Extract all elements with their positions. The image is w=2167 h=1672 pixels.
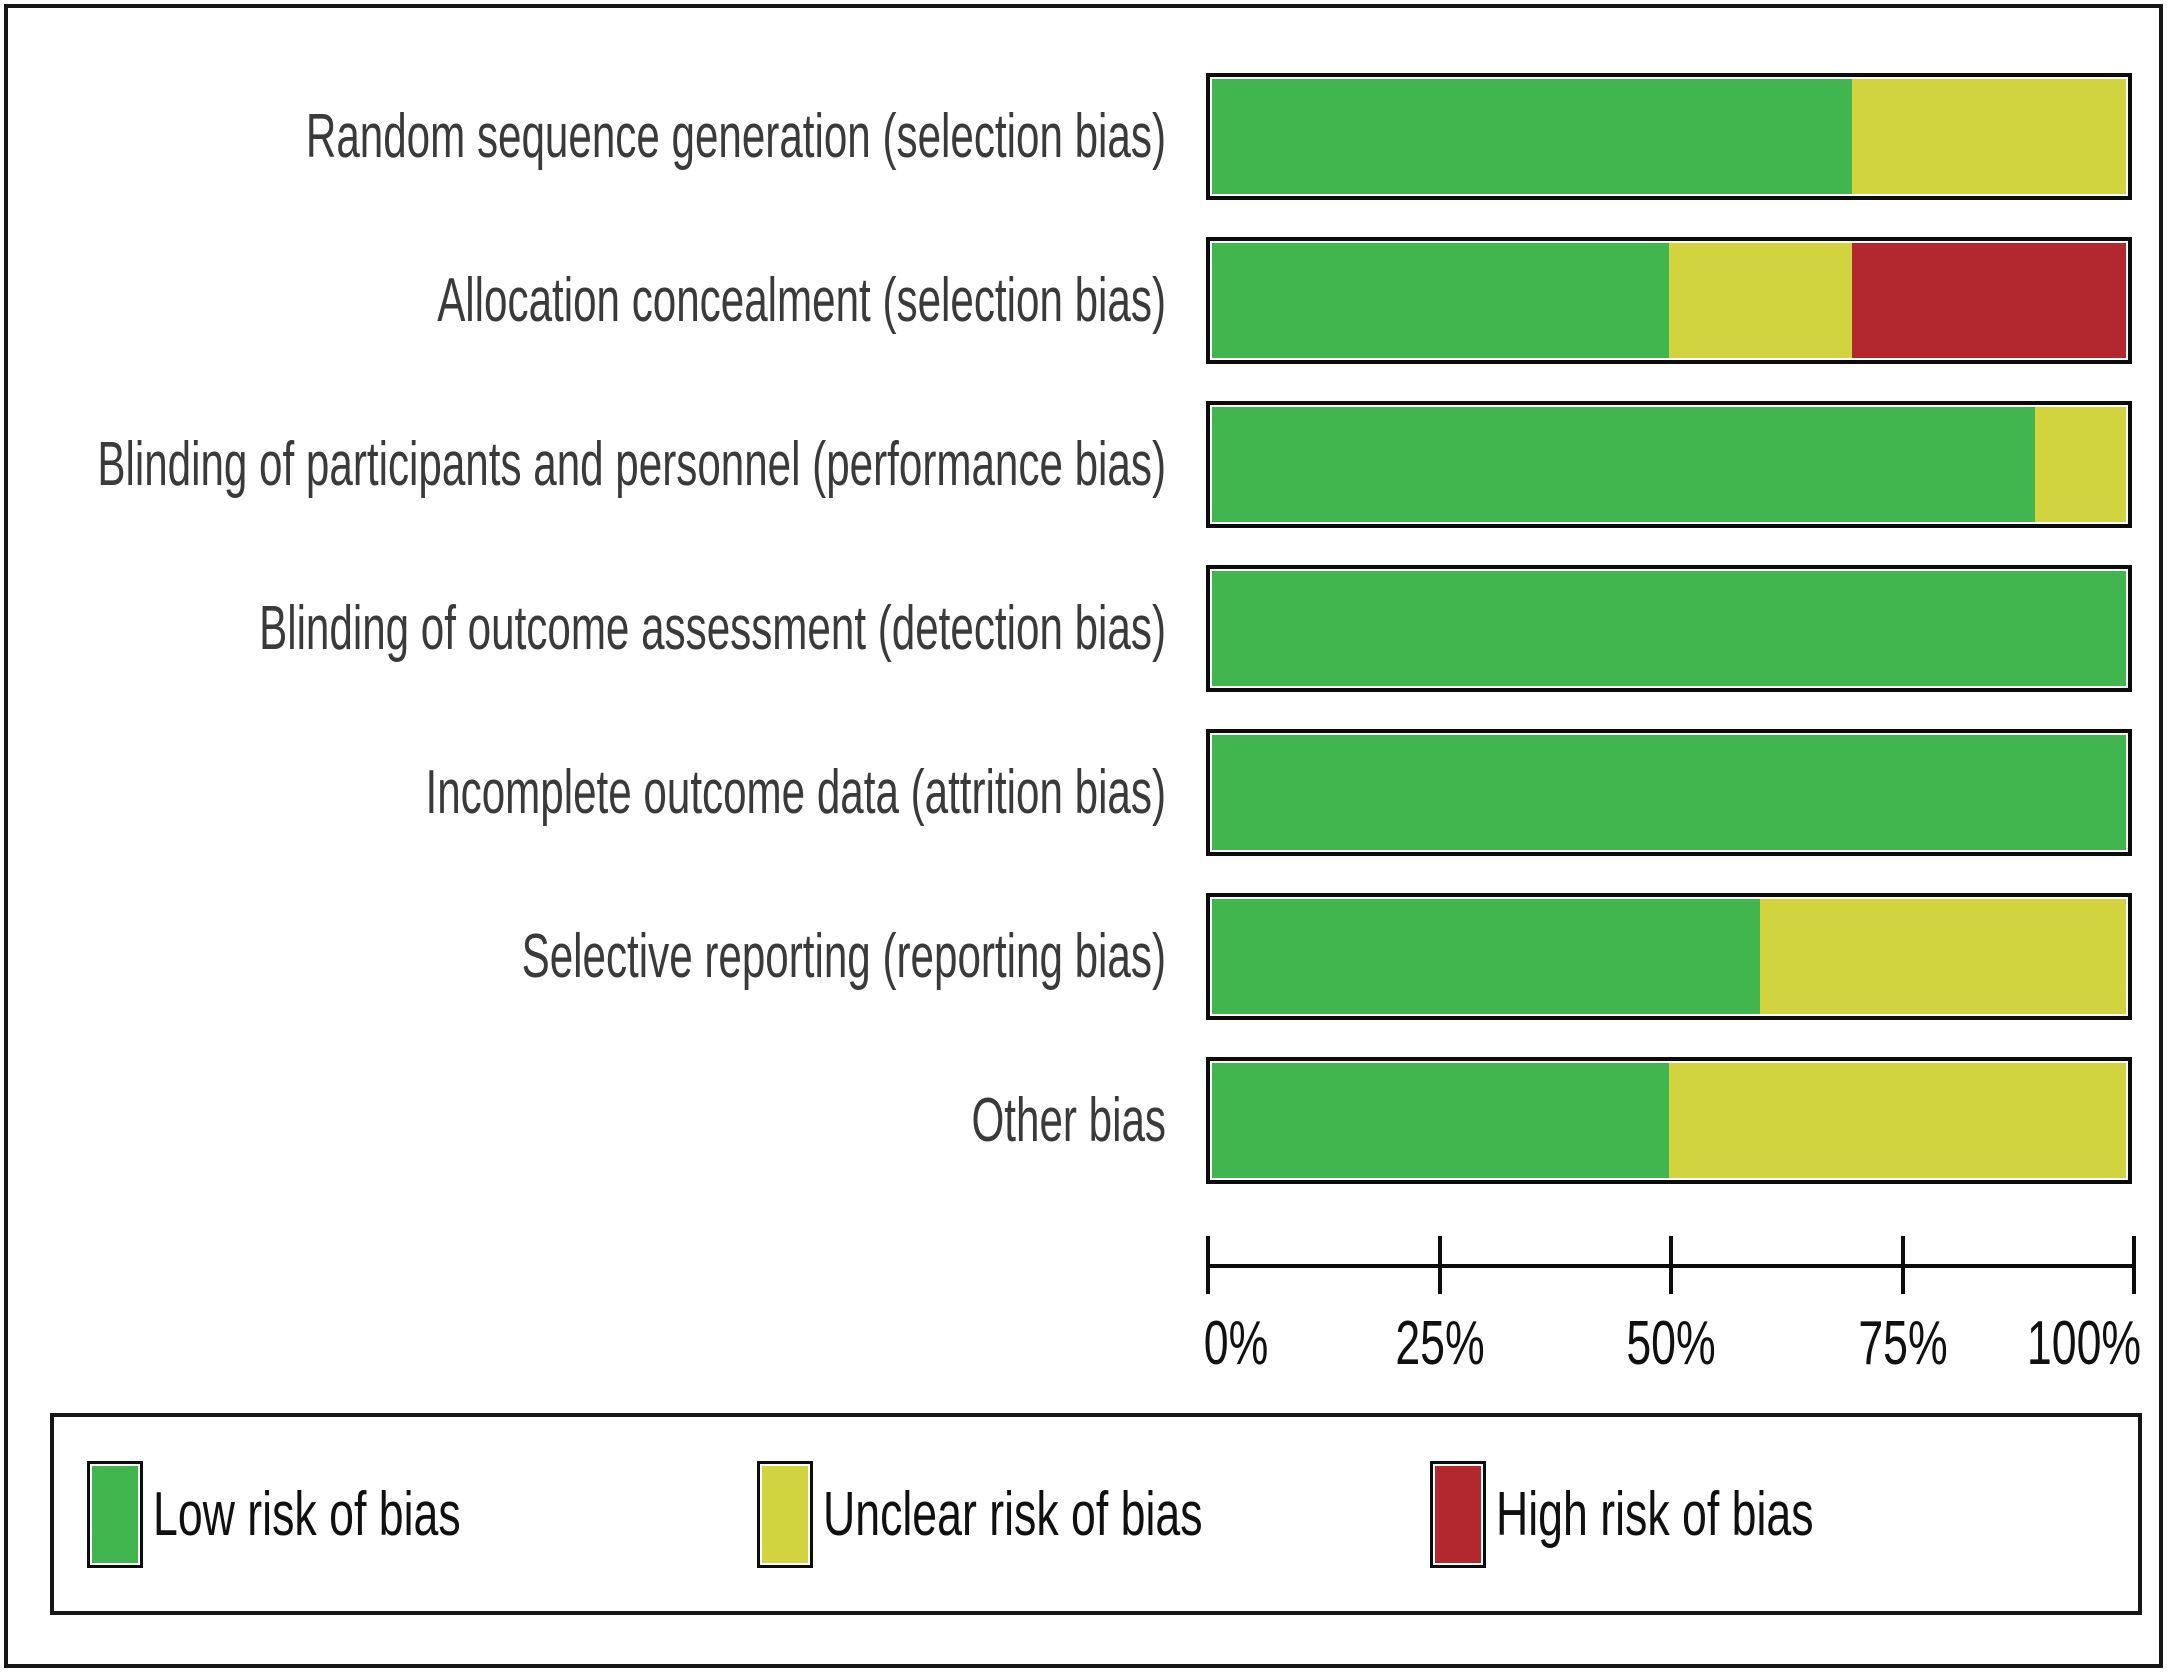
stacked-bar [1206,401,2132,528]
legend-item-high-risk: High risk of bias [1430,1417,1937,1611]
axis-tick-label: 50% [1626,1309,1716,1378]
legend-swatch-fill [762,1465,808,1563]
category-label: Selective reporting (reporting bias) [521,922,1166,991]
chart-row: Incomplete outcome data (attrition bias) [8,729,2159,856]
bar-segment-low [1212,79,1852,194]
stacked-bar [1206,1057,2132,1184]
category-label: Allocation concealment (selection bias) [437,266,1167,335]
legend-label: Low risk of bias [153,1479,461,1549]
legend-box: Low risk of bias Unclear risk of bias High… [50,1413,2142,1615]
stacked-bar [1206,729,2132,856]
legend-label: Unclear risk of bias [823,1479,1203,1549]
stacked-bar [1206,237,2132,364]
bar-segment-low [1212,1063,1669,1178]
legend-swatch-fill [1435,1465,1481,1563]
chart-row: Selective reporting (reporting bias) [8,893,2159,1020]
category-label: Blinding of outcome assessment (detectio… [259,594,1166,663]
axis-tick-label: 75% [1857,1309,1948,1378]
stacked-bar [1206,893,2132,1020]
axis-tick-label: 0% [1203,1309,1269,1378]
axis-tick-label: 100% [2026,1309,2142,1378]
legend-swatch [87,1460,143,1568]
legend-swatch [757,1460,813,1568]
bar-segment-unclear [1851,79,2126,194]
axis-tick [1437,1236,1442,1294]
legend-item-low-risk: Low risk of bias [87,1417,580,1611]
chart-row: Blinding of outcome assessment (detectio… [8,565,2159,692]
bar-segment-low [1212,899,1761,1014]
category-label: Other bias [971,1086,1166,1155]
chart-row: Blinding of participants and personnel (… [8,401,2159,528]
bar-segment-low [1212,735,2126,850]
category-label: Incomplete outcome data (attrition bias) [425,758,1167,827]
category-label: Random sequence generation (selection bi… [305,102,1166,171]
bar-segment-unclear [1669,243,1852,358]
chart-row: Allocation concealment (selection bias) [8,237,2159,364]
bar-segment-unclear [2034,407,2126,522]
bar-segment-low [1212,571,2126,686]
chart-row: Random sequence generation (selection bi… [8,73,2159,200]
stacked-bar [1206,565,2132,692]
legend-label: High risk of bias [1496,1479,1814,1549]
legend-item-unclear-risk: Unclear risk of bias [757,1417,1350,1611]
bar-segment-low [1212,407,2035,522]
axis-tick [1206,1236,1210,1294]
axis-tick [1669,1236,1673,1294]
stacked-bar [1206,73,2132,200]
legend-swatch [1430,1460,1486,1568]
axis-tick-label: 25% [1394,1309,1485,1378]
chart-row: Other bias [8,1057,2159,1184]
legend-swatch-fill [92,1465,138,1563]
bar-segment-high [1851,243,2126,358]
bar-segment-unclear [1760,899,2126,1014]
bar-segment-unclear [1669,1063,2126,1178]
chart-frame: Random sequence generation (selection bi… [4,4,2163,1668]
category-label: Blinding of participants and personnel (… [97,430,1166,499]
axis-tick [1900,1236,1905,1294]
bar-segment-low [1212,243,1669,358]
axis-tick [2132,1236,2136,1294]
